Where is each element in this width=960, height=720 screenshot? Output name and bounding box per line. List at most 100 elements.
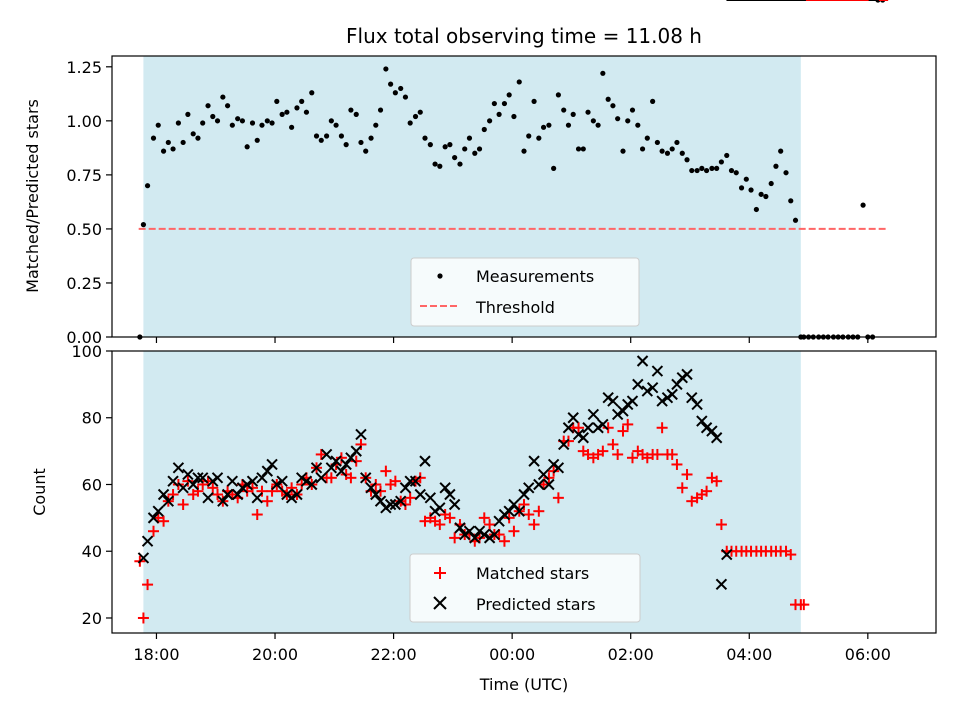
measurement-point	[792, 217, 799, 223]
measurement-point	[650, 98, 656, 104]
predicted-star-point	[597, 418, 609, 431]
measurement-point	[259, 122, 265, 128]
predicted-star-point	[528, 455, 540, 467]
legend-matched-marker	[434, 567, 446, 579]
measurement-point	[575, 146, 582, 152]
measurement-point	[595, 122, 601, 128]
predicted-star-point	[147, 512, 160, 524]
measurement-point	[743, 176, 749, 182]
predicted-star-point	[636, 355, 649, 367]
measurement-point	[684, 157, 690, 163]
measurement-point	[274, 98, 280, 104]
y-tick-label: 60	[82, 475, 102, 494]
measurement-point	[392, 90, 398, 96]
predicted-star-point	[152, 505, 164, 517]
measurement-point	[353, 111, 359, 117]
predicted-star-point	[558, 438, 570, 451]
measurement-point	[427, 142, 433, 148]
measurement-point	[338, 133, 345, 139]
x-tick-label: 02:00	[608, 645, 654, 664]
measurement-point	[235, 116, 241, 122]
matched-star-point	[573, 422, 585, 434]
measurement-point	[620, 148, 626, 154]
predicted-star-point	[409, 475, 422, 487]
measurement-point	[254, 137, 260, 143]
x-axis-label: Time (UTC)	[479, 675, 568, 694]
predicted-star-point	[696, 415, 708, 427]
predicted-star-point	[607, 395, 619, 407]
measurement-point	[590, 118, 596, 124]
matched-star-point	[266, 485, 278, 497]
measurement-point	[679, 150, 685, 156]
measurement-point	[289, 124, 295, 130]
matched-star-point	[246, 482, 258, 494]
matched-star-point	[444, 512, 456, 524]
measurement-point	[639, 146, 646, 152]
predicted-star-point	[320, 448, 333, 461]
measurement-point	[150, 135, 157, 141]
measurement-point	[462, 146, 468, 152]
measurement-point	[323, 133, 330, 139]
legend-threshold-label: Threshold	[475, 298, 555, 317]
predicted-star-point	[651, 365, 664, 377]
measurement-point	[783, 170, 789, 176]
predicted-star-point	[141, 535, 154, 547]
measurement-point	[170, 146, 176, 152]
ratio-panel: 0.00 0.25 0.50 0.75 1.00 1.25 Matched/Predict…	[23, 0, 937, 347]
matched-star-point	[449, 532, 461, 544]
predicted-star-point	[365, 482, 377, 494]
measurement-point	[224, 103, 231, 109]
measurement-point	[703, 167, 710, 174]
matched-star-point	[701, 485, 713, 497]
y-tick-label: 40	[82, 542, 102, 561]
matched-star-point	[612, 448, 624, 460]
predicted-star-point	[533, 478, 545, 491]
measurement-point	[313, 133, 320, 139]
matched-star-point	[325, 472, 337, 484]
chart-title: Flux total observing time = 11.08 h	[346, 24, 702, 48]
measurement-point	[540, 124, 547, 130]
measurement-point	[417, 109, 423, 115]
measurement-point	[610, 103, 616, 109]
legend-measurements-label: Measurements	[476, 267, 594, 286]
measurement-point	[481, 126, 487, 133]
matched-star-point	[533, 505, 545, 517]
predicted-star-point	[211, 472, 224, 484]
measurement-point	[625, 118, 631, 124]
predicted-star-point	[454, 522, 466, 534]
predicted-star-point	[518, 488, 530, 501]
measurement-point	[506, 92, 512, 98]
matched-star-point	[142, 579, 154, 591]
predicted-star-point	[310, 462, 323, 474]
matched-star-point	[602, 422, 614, 434]
measurement-point	[214, 118, 221, 124]
measurement-point	[388, 81, 394, 87]
measurement-point	[753, 206, 759, 213]
matched-star-point	[315, 448, 327, 460]
measurement-point	[738, 185, 745, 191]
matched-star-point	[335, 452, 347, 464]
y-tick-label: 0.75	[66, 166, 102, 185]
measurement-point	[190, 131, 196, 137]
predicted-star-point	[434, 502, 446, 514]
predicted-star-point	[582, 422, 594, 434]
measurement-point	[476, 146, 483, 152]
predicted-star-point	[137, 552, 150, 564]
predicted-star-point	[656, 395, 668, 407]
measurement-point	[210, 113, 216, 120]
y-tick-label: 0.50	[66, 220, 102, 239]
predicted-star-point	[384, 498, 397, 511]
measurement-point	[718, 159, 725, 165]
predicted-star-point	[469, 532, 481, 544]
matched-star-point	[404, 492, 416, 504]
predicted-star-point	[513, 505, 525, 517]
measurement-point	[447, 142, 453, 148]
measurement-point	[195, 135, 201, 141]
y-tick-label: 0.25	[66, 274, 102, 293]
measurement-point	[689, 167, 695, 174]
matched-star-point	[177, 499, 189, 511]
measurement-point	[694, 167, 700, 174]
measurement-point	[200, 120, 206, 126]
y-tick-label: 1.00	[66, 112, 102, 131]
measurement-point	[496, 111, 502, 117]
